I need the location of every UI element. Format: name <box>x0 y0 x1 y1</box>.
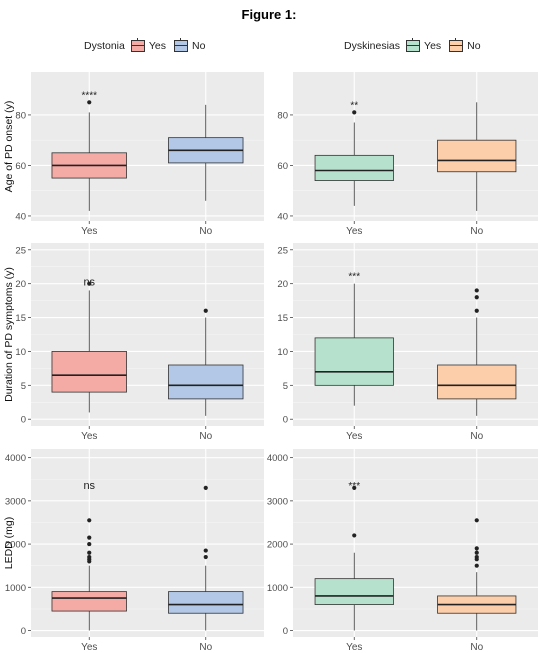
outlier-point <box>87 554 92 560</box>
y-tick-label: 5 <box>283 381 288 392</box>
y-axis-title: LEDD (mg) <box>3 517 15 570</box>
x-tick-label: Yes <box>81 642 97 653</box>
legend-item: Yes <box>406 38 442 52</box>
box-no <box>437 364 517 400</box>
x-tick-label: No <box>470 431 483 442</box>
outlier-point <box>474 295 479 300</box>
y-tick-label: 80 <box>15 110 26 121</box>
x-tick-label: No <box>199 226 212 237</box>
legend-label: Yes <box>424 40 442 52</box>
outlier-point <box>87 550 92 555</box>
significance-label: ns <box>83 480 95 492</box>
y-tick-label: 15 <box>277 313 288 324</box>
y-tick-label: 2000 <box>267 540 288 551</box>
box-no <box>437 139 517 173</box>
outlier-point <box>474 550 479 555</box>
outlier-point <box>87 100 92 105</box>
y-tick-label: 60 <box>277 161 288 172</box>
y-tick-label: 40 <box>15 211 26 222</box>
x-tick-label: Yes <box>346 226 362 237</box>
outlier-point <box>87 541 92 547</box>
outlier-point <box>87 535 92 540</box>
legend-swatch <box>406 38 421 52</box>
legend-title: Dystonia <box>84 40 125 52</box>
y-tick-label: 1000 <box>5 583 26 594</box>
significance-label: *** <box>348 481 360 492</box>
box-no <box>168 591 244 614</box>
legend-item: Yes <box>130 38 166 52</box>
outlier-point <box>474 554 479 560</box>
box-no <box>168 364 244 400</box>
x-tick-label: No <box>470 642 483 653</box>
x-tick-label: No <box>470 226 483 237</box>
box-yes <box>314 578 394 605</box>
box-yes <box>314 337 394 386</box>
legend-swatch <box>174 38 188 52</box>
outlier-point <box>474 288 479 293</box>
outlier-point <box>474 308 479 313</box>
y-tick-label: 3000 <box>5 496 26 507</box>
significance-label: *** <box>348 272 360 283</box>
outlier-point <box>474 563 479 568</box>
y-tick-label: 0 <box>283 626 288 637</box>
x-tick-label: Yes <box>81 226 97 237</box>
x-tick-label: Yes <box>346 431 362 442</box>
outlier-point <box>474 518 479 523</box>
outlier-point <box>87 281 92 286</box>
box-yes <box>51 591 127 612</box>
legend-label: No <box>467 40 481 52</box>
y-tick-label: 3000 <box>267 496 288 507</box>
y-tick-label: 0 <box>283 415 288 426</box>
y-tick-label: 5 <box>21 381 26 392</box>
legend-label: No <box>192 40 206 52</box>
y-tick-label: 10 <box>277 347 288 358</box>
x-tick-label: Yes <box>81 431 97 442</box>
x-tick-label: No <box>199 431 212 442</box>
y-tick-label: 15 <box>15 313 26 324</box>
box-yes <box>51 351 127 393</box>
y-tick-label: 4000 <box>5 453 26 464</box>
outlier-point <box>352 533 357 538</box>
significance-label: ** <box>350 100 358 111</box>
box-yes <box>314 154 394 181</box>
y-tick-label: 1000 <box>267 583 288 594</box>
outlier-point <box>203 548 208 553</box>
outlier-point <box>203 485 208 490</box>
y-tick-label: 80 <box>277 110 288 121</box>
figure-title: Figure 1: <box>241 7 297 22</box>
x-tick-label: Yes <box>346 642 362 653</box>
significance-label: ns <box>83 277 95 289</box>
y-tick-label: 20 <box>15 279 26 290</box>
significance-label: **** <box>81 90 97 101</box>
outlier-point <box>203 554 208 560</box>
legend-swatch <box>130 38 145 52</box>
y-tick-label: 20 <box>277 279 288 290</box>
legend-title: Dyskinesias <box>344 40 401 52</box>
y-tick-label: 10 <box>15 347 26 358</box>
y-axis-title: Duration of PD symptoms (y) <box>3 267 15 402</box>
x-tick-label: No <box>199 642 212 653</box>
legend-dyskinesias: Dyskinesias Yes No <box>344 38 489 52</box>
legend-item: No <box>449 38 481 52</box>
legend-item: No <box>174 38 206 52</box>
y-tick-label: 2000 <box>5 540 26 551</box>
y-tick-label: 60 <box>15 161 26 172</box>
outlier-point <box>352 485 357 490</box>
outlier-point <box>203 308 208 313</box>
y-tick-label: 25 <box>15 245 26 256</box>
y-tick-label: 0 <box>21 415 26 426</box>
legend-dystonia: Dystonia Yes No <box>84 38 213 52</box>
outlier-point <box>474 546 479 551</box>
outlier-point <box>87 518 92 523</box>
legend-label: Yes <box>148 40 166 52</box>
y-tick-label: 4000 <box>267 453 288 464</box>
legend-swatch <box>449 38 464 52</box>
y-axis-title: Age of PD onset (y) <box>3 101 15 193</box>
outlier-point <box>352 110 357 115</box>
y-tick-label: 0 <box>21 626 26 637</box>
y-tick-label: 25 <box>277 245 288 256</box>
y-tick-label: 40 <box>277 211 288 222</box>
